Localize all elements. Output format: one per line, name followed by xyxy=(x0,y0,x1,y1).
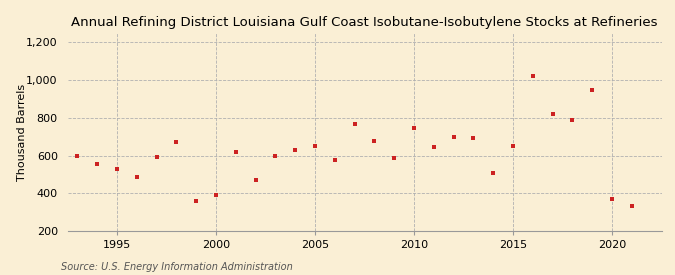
Title: Annual Refining District Louisiana Gulf Coast Isobutane-Isobutylene Stocks at Re: Annual Refining District Louisiana Gulf … xyxy=(72,16,657,29)
Point xyxy=(547,112,558,116)
Point xyxy=(429,145,439,149)
Point xyxy=(607,197,618,201)
Point xyxy=(389,156,400,161)
Point xyxy=(250,178,261,182)
Point xyxy=(448,134,459,139)
Point xyxy=(567,117,578,122)
Point xyxy=(587,87,597,92)
Text: Source: U.S. Energy Information Administration: Source: U.S. Energy Information Administ… xyxy=(61,262,292,272)
Point xyxy=(151,155,162,160)
Point xyxy=(132,175,142,180)
Point xyxy=(111,167,122,171)
Point xyxy=(290,148,300,152)
Point xyxy=(92,162,103,166)
Point xyxy=(468,136,479,140)
Point xyxy=(369,139,380,144)
Point xyxy=(527,74,538,79)
Point xyxy=(408,126,419,130)
Point xyxy=(171,140,182,145)
Y-axis label: Thousand Barrels: Thousand Barrels xyxy=(17,83,27,181)
Point xyxy=(508,144,518,148)
Point xyxy=(191,199,202,203)
Point xyxy=(488,170,499,175)
Point xyxy=(626,204,637,209)
Point xyxy=(270,153,281,158)
Point xyxy=(329,158,340,163)
Point xyxy=(230,150,241,154)
Point xyxy=(349,122,360,127)
Point xyxy=(72,153,83,158)
Point xyxy=(211,193,221,197)
Point xyxy=(310,144,321,148)
